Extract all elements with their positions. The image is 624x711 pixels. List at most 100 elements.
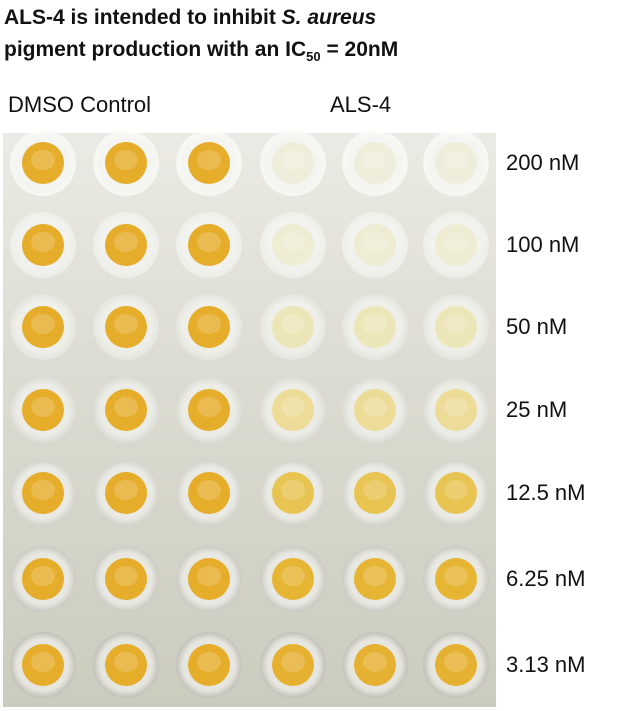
pigment-spot bbox=[272, 306, 314, 348]
pigment-spot bbox=[272, 224, 314, 266]
highlight bbox=[444, 149, 468, 170]
row-concentration-label: 25 nM bbox=[506, 397, 568, 422]
highlight bbox=[197, 396, 221, 417]
highlight bbox=[114, 313, 138, 334]
highlight bbox=[31, 651, 55, 672]
pigment-spot bbox=[354, 644, 396, 686]
highlight bbox=[114, 565, 138, 586]
control-well bbox=[10, 377, 76, 443]
highlight bbox=[31, 231, 55, 252]
highlight bbox=[281, 651, 305, 672]
control-well bbox=[176, 546, 242, 612]
highlight bbox=[197, 479, 221, 500]
pigment-spot bbox=[272, 558, 314, 600]
highlight bbox=[363, 149, 387, 170]
als4-well bbox=[260, 130, 326, 196]
pigment-spot bbox=[22, 224, 64, 266]
als4-well bbox=[423, 632, 489, 698]
pigment-spot bbox=[188, 644, 230, 686]
pigment-spot bbox=[105, 558, 147, 600]
als4-well bbox=[342, 294, 408, 360]
pigment-spot bbox=[105, 644, 147, 686]
control-well bbox=[176, 130, 242, 196]
highlight bbox=[281, 231, 305, 252]
pigment-spot bbox=[354, 142, 396, 184]
highlight bbox=[444, 565, 468, 586]
als4-well bbox=[342, 460, 408, 526]
als4-well bbox=[260, 460, 326, 526]
control-well bbox=[93, 546, 159, 612]
pigment-spot bbox=[105, 472, 147, 514]
highlight bbox=[114, 479, 138, 500]
als4-well bbox=[260, 546, 326, 612]
row-concentration-label: 100 nM bbox=[506, 232, 580, 257]
figure-title: ALS-4 is intended to inhibit S. aureus p… bbox=[4, 2, 398, 73]
highlight bbox=[363, 651, 387, 672]
als4-well bbox=[423, 377, 489, 443]
pigment-spot bbox=[188, 472, 230, 514]
title-text: = 20nM bbox=[320, 38, 399, 61]
column-header-control: DMSO Control bbox=[8, 92, 152, 117]
control-well bbox=[176, 212, 242, 278]
pigment-spot bbox=[354, 224, 396, 266]
pigment-spot bbox=[272, 389, 314, 431]
pigment-spot bbox=[188, 224, 230, 266]
highlight bbox=[31, 313, 55, 334]
pigment-spot bbox=[354, 472, 396, 514]
highlight bbox=[444, 651, 468, 672]
control-well bbox=[10, 460, 76, 526]
highlight bbox=[197, 231, 221, 252]
highlight bbox=[363, 396, 387, 417]
als4-well bbox=[342, 212, 408, 278]
control-well bbox=[10, 130, 76, 196]
highlight bbox=[197, 565, 221, 586]
highlight bbox=[281, 565, 305, 586]
control-well bbox=[10, 294, 76, 360]
pigment-spot bbox=[272, 142, 314, 184]
pigment-spot bbox=[188, 558, 230, 600]
pigment-spot bbox=[435, 472, 477, 514]
row-concentration-label: 3.13 nM bbox=[506, 652, 586, 677]
als4-well bbox=[260, 294, 326, 360]
pigment-spot bbox=[22, 142, 64, 184]
highlight bbox=[444, 479, 468, 500]
pigment-spot bbox=[354, 558, 396, 600]
control-well bbox=[93, 130, 159, 196]
control-well bbox=[10, 632, 76, 698]
pigment-spot bbox=[435, 644, 477, 686]
highlight bbox=[281, 396, 305, 417]
pigment-spot bbox=[272, 644, 314, 686]
als4-well bbox=[423, 460, 489, 526]
pigment-spot bbox=[105, 306, 147, 348]
highlight bbox=[363, 479, 387, 500]
highlight bbox=[444, 396, 468, 417]
control-well bbox=[176, 632, 242, 698]
highlight bbox=[197, 651, 221, 672]
highlight bbox=[31, 149, 55, 170]
pigment-spot bbox=[188, 142, 230, 184]
highlight bbox=[281, 313, 305, 334]
title-species: S. aureus bbox=[281, 6, 377, 29]
pigment-spot bbox=[105, 389, 147, 431]
als4-well bbox=[342, 546, 408, 612]
highlight bbox=[31, 479, 55, 500]
highlight bbox=[31, 396, 55, 417]
highlight bbox=[444, 231, 468, 252]
title-subscript: 50 bbox=[306, 49, 321, 65]
column-header-als4: ALS-4 bbox=[330, 92, 392, 117]
control-well bbox=[93, 460, 159, 526]
highlight bbox=[281, 479, 305, 500]
pigment-spot bbox=[22, 306, 64, 348]
pigment-spot bbox=[354, 306, 396, 348]
control-well bbox=[93, 294, 159, 360]
pigment-spot bbox=[435, 389, 477, 431]
highlight bbox=[281, 149, 305, 170]
control-well bbox=[10, 212, 76, 278]
highlight bbox=[363, 231, 387, 252]
highlight bbox=[444, 313, 468, 334]
row-concentration-label: 50 nM bbox=[506, 314, 568, 339]
control-well bbox=[176, 377, 242, 443]
control-well bbox=[93, 632, 159, 698]
highlight bbox=[114, 231, 138, 252]
als4-well bbox=[342, 377, 408, 443]
